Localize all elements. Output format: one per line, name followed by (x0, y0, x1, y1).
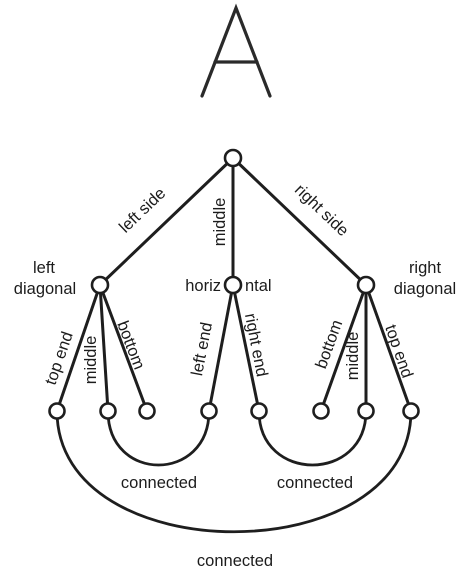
label-horizontal-right: ntal (245, 277, 272, 295)
label-right-bottom: bottom (312, 318, 346, 372)
arc-connected-inner-left (106, 410, 211, 467)
node-left-diagonal (90, 275, 110, 295)
label-left-bottom: bottom (113, 318, 148, 372)
label-connected-inner-right: connected (277, 474, 353, 492)
tree-edges (55, 156, 413, 413)
edge-right-topend (364, 283, 413, 413)
label-left-side: left side (116, 184, 170, 236)
leaf-right-topend (402, 402, 420, 420)
label-left-diagonal-line2: diagonal (14, 280, 76, 298)
label-right-middle: middle (344, 332, 362, 381)
edge-root-left-diagonal (98, 156, 235, 287)
label-connected-outer: connected (197, 552, 273, 570)
leaf-left-topend (48, 402, 66, 420)
node-right-diagonal (356, 275, 376, 295)
edge-horiz-rightend (231, 283, 261, 413)
edge-root-right-diagonal (231, 156, 368, 287)
label-horiz-leftend: left end (188, 321, 216, 378)
label-left-diagonal-line1: left (33, 259, 55, 277)
edge-horiz-leftend (207, 283, 235, 413)
node-horizontal (223, 275, 243, 295)
label-left-middle: middle (82, 336, 100, 385)
edge-right-bottom (319, 283, 368, 413)
node-root (223, 148, 243, 168)
leaf-right-middle (357, 402, 375, 420)
leaf-horiz-rightend (250, 402, 268, 420)
label-connected-inner-left: connected (121, 474, 197, 492)
edge-left-bottom (98, 283, 149, 413)
leaf-left-middle (99, 402, 117, 420)
leaf-right-bottom (312, 402, 330, 420)
label-root-middle: middle (211, 198, 229, 247)
edge-left-middle (98, 283, 110, 413)
arc-connected-outer (55, 410, 413, 534)
label-left-topend: top end (42, 329, 77, 387)
tree-nodes (48, 148, 420, 420)
title-letter-a (200, 3, 272, 98)
label-right-topend: top end (381, 322, 416, 380)
leaf-horiz-leftend (200, 402, 218, 420)
label-horizontal-left: horiz (185, 277, 221, 295)
arc-connected-inner-right (257, 410, 368, 467)
label-right-diagonal-line2: diagonal (394, 280, 456, 298)
edge-left-topend (55, 283, 102, 413)
label-right-diagonal-line1: right (409, 259, 442, 277)
label-right-side: right side (291, 181, 352, 240)
leaf-left-bottom (138, 402, 156, 420)
